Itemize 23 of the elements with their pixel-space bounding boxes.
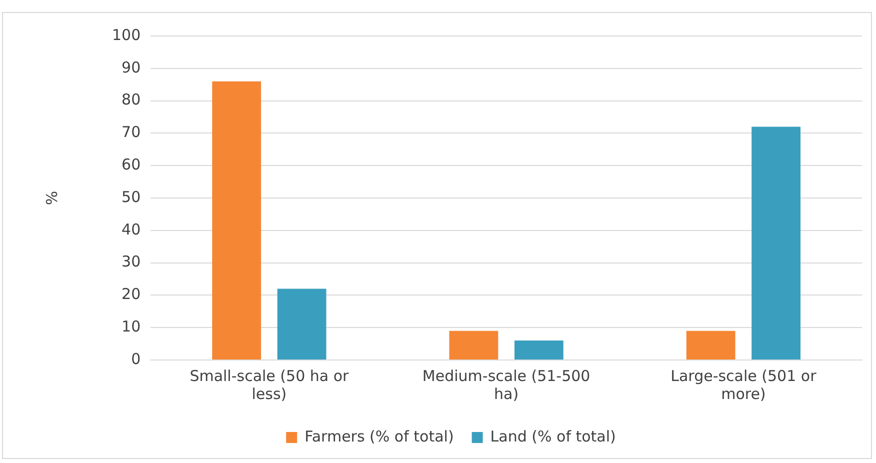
bar [449,330,498,360]
y-tick-label: 30 [122,252,141,271]
x-tick-label: Medium-scale (51-500 ha) [422,366,590,403]
y-tick-label: 0 [131,350,141,368]
y-tick-label: 80 [122,90,141,109]
y-tick-label: 40 [122,220,141,238]
y-tick-label: 10 [122,317,141,336]
y-tick-label: 50 [122,188,141,206]
bar [686,330,736,360]
bar [752,126,800,360]
y-tick-label: 100 [112,26,141,44]
y-tick-label: 70 [122,123,141,142]
legend-label: Land (% of total) [490,427,616,446]
y-tick-label: 90 [122,58,141,76]
bar [514,340,564,360]
bar [277,288,326,360]
y-axis-title: % [42,190,61,206]
y-tick-label: 20 [122,285,141,304]
y-tick-label: 60 [122,155,141,174]
x-tick-label: Small-scale (50 ha or less) [190,366,350,403]
legend-label: Farmers (% of total) [304,427,454,446]
bar [212,81,262,360]
x-tick-label: Large-scale (501 or more) [670,366,818,403]
